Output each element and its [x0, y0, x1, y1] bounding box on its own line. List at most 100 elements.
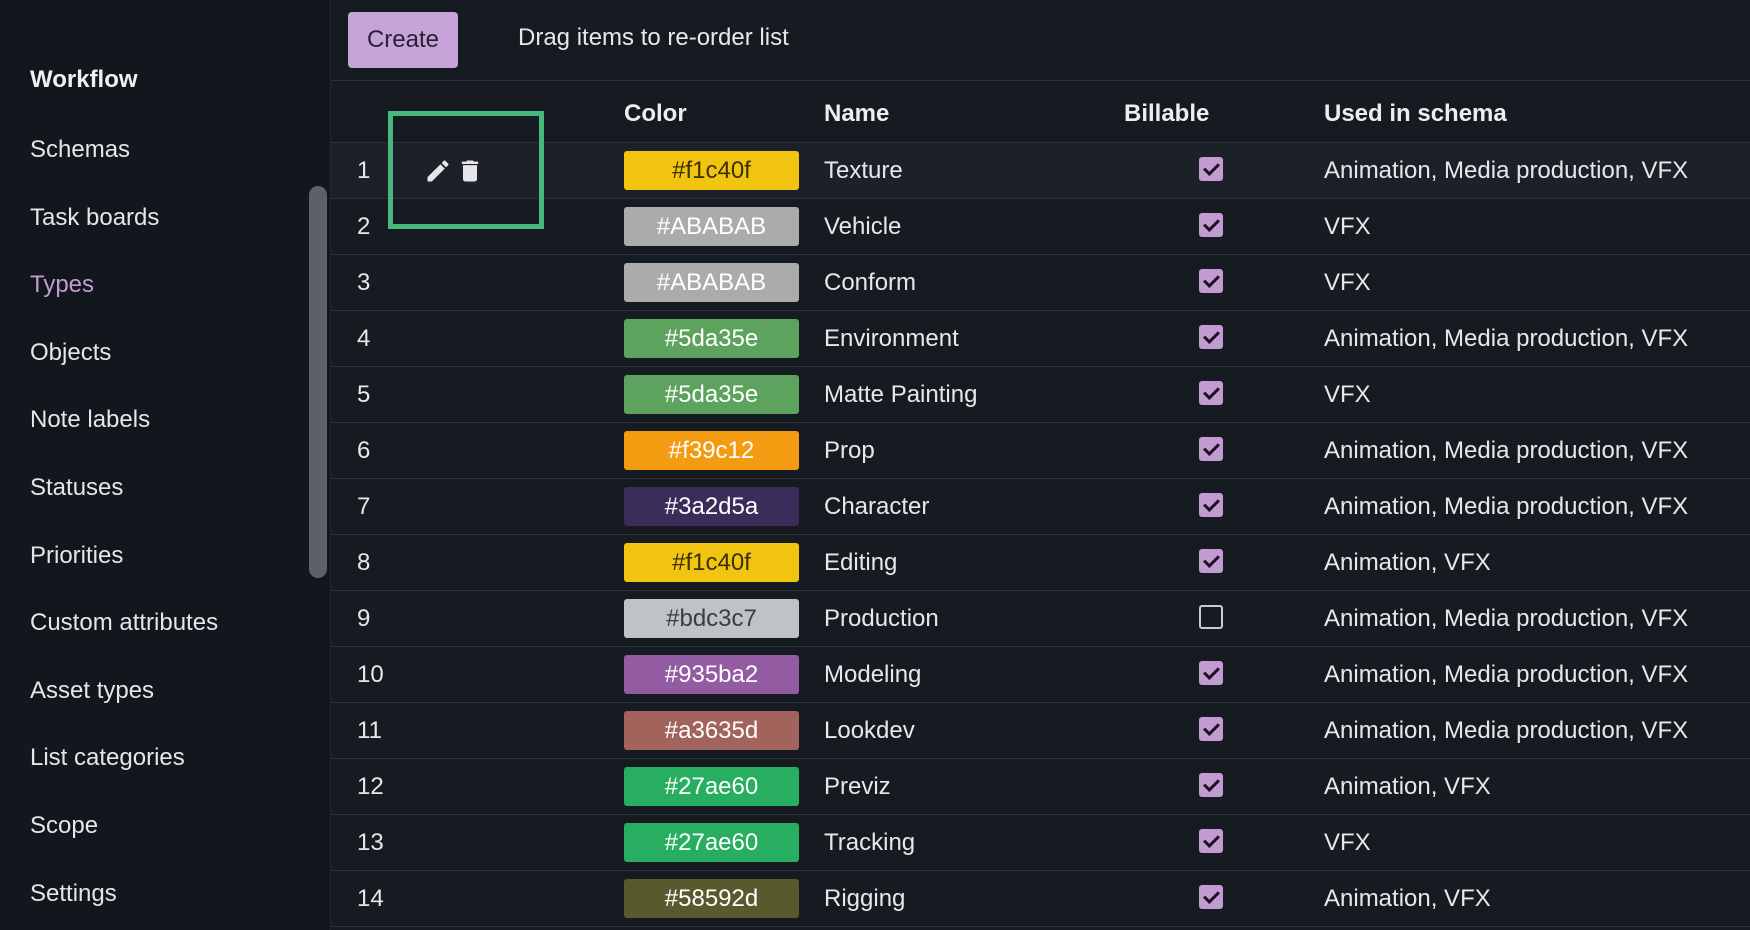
sidebar-item-statuses[interactable]: Statuses: [30, 473, 124, 501]
table-row[interactable]: 5 #5da35e Matte Painting VFX: [331, 367, 1750, 423]
used-in-schema: Animation, VFX: [1324, 885, 1491, 912]
table-row[interactable]: 6 #f39c12 Prop Animation, Media production,…: [331, 423, 1750, 479]
table-row[interactable]: 1 #f1c40f Texture Animation, Media producti…: [331, 143, 1750, 199]
billable-checkbox[interactable]: [1199, 157, 1223, 181]
table-row[interactable]: 10 #935ba2 Modeling Animation, Media produc…: [331, 647, 1750, 703]
used-in-schema: Animation, Media production, VFX: [1324, 605, 1689, 632]
type-name: Previz: [824, 773, 891, 800]
row-index: 11: [357, 717, 382, 744]
reorder-hint: Drag items to re-order list: [518, 24, 789, 51]
table-row[interactable]: 7 #3a2d5a Character Animation, Media produc…: [331, 479, 1750, 535]
header-used-in-schema: Used in schema: [1324, 100, 1507, 127]
used-in-schema: Animation, VFX: [1324, 549, 1491, 576]
type-name: Texture: [824, 157, 903, 184]
row-actions: [424, 157, 504, 185]
billable-checkbox[interactable]: [1199, 717, 1223, 741]
sidebar-item-schemas[interactable]: Schemas: [30, 136, 131, 163]
billable-checkbox[interactable]: [1199, 213, 1223, 237]
billable-checkbox[interactable]: [1199, 269, 1223, 293]
sidebar-scrollbar[interactable]: [309, 186, 327, 578]
table-row[interactable]: 8 #f1c40f Editing Animation, VFX: [331, 535, 1750, 591]
used-in-schema: Animation, Media production, VFX: [1324, 493, 1689, 520]
sidebar-item-custom-attributes[interactable]: Custom attributes: [30, 609, 219, 637]
used-in-schema: Animation, Media production, VFX: [1324, 157, 1689, 184]
type-name: Production: [824, 605, 939, 632]
billable-checkbox[interactable]: [1199, 437, 1223, 461]
sidebar-item-list-categories[interactable]: List categories: [30, 744, 185, 772]
billable-checkbox[interactable]: [1199, 829, 1223, 853]
color-swatch: #f1c40f: [624, 543, 799, 582]
row-index: 13: [357, 829, 384, 856]
used-in-schema: VFX: [1324, 213, 1371, 240]
edit-icon[interactable]: [424, 157, 452, 185]
table-row[interactable]: 14 #58592d Rigging Animation, VFX: [331, 871, 1750, 927]
sidebar-item-types[interactable]: Types: [30, 271, 95, 299]
color-swatch: #5da35e: [624, 375, 799, 414]
sidebar: Workflow Schemas Task boards Types Objects N…: [0, 0, 331, 930]
billable-checkbox[interactable]: [1199, 773, 1223, 797]
types-table-body: 1 #f1c40f Texture Animation, Media producti…: [331, 143, 1750, 927]
sidebar-item-settings[interactable]: Settings: [30, 879, 117, 907]
row-index: 12: [357, 773, 384, 800]
color-swatch: #a3635d: [624, 711, 799, 750]
row-index: 9: [357, 605, 371, 632]
table-row[interactable]: 12 #27ae60 Previz Animation, VFX: [331, 759, 1750, 815]
sidebar-item-asset-types[interactable]: Asset types: [30, 676, 155, 704]
color-swatch: #f39c12: [624, 431, 799, 470]
create-button[interactable]: Create: [348, 12, 458, 68]
type-name: Lookdev: [824, 717, 915, 744]
row-index: 10: [357, 661, 384, 688]
delete-icon[interactable]: [456, 157, 484, 185]
row-index: 2: [357, 213, 371, 240]
table-row[interactable]: 13 #27ae60 Tracking VFX: [331, 815, 1750, 871]
type-name: Character: [824, 493, 930, 520]
type-name: Modeling: [824, 661, 922, 688]
row-index: 4: [357, 325, 371, 352]
billable-checkbox[interactable]: [1199, 549, 1223, 573]
billable-checkbox[interactable]: [1199, 493, 1223, 517]
table-row[interactable]: 11 #a3635d Lookdev Animation, Media product…: [331, 703, 1750, 759]
sidebar-item-priorities[interactable]: Priorities: [30, 541, 124, 569]
row-index: 14: [357, 885, 384, 912]
table-row[interactable]: 2 #ABABAB Vehicle VFX: [331, 199, 1750, 255]
used-in-schema: VFX: [1324, 269, 1371, 296]
type-name: Prop: [824, 437, 875, 464]
billable-checkbox[interactable]: [1199, 381, 1223, 405]
table-row[interactable]: 9 #bdc3c7 Production Animation, Media produ…: [331, 591, 1750, 647]
billable-checkbox[interactable]: [1199, 605, 1223, 629]
billable-checkbox[interactable]: [1199, 661, 1223, 685]
sidebar-item-task-boards[interactable]: Task boards: [30, 203, 160, 231]
type-name: Tracking: [824, 829, 916, 856]
sidebar-item-objects[interactable]: Objects: [30, 338, 112, 366]
table-row[interactable]: 3 #ABABAB Conform VFX: [331, 255, 1750, 311]
row-index: 1: [357, 157, 371, 184]
type-name: Vehicle: [824, 213, 902, 240]
table-row[interactable]: 4 #5da35e Environment Animation, Media prod…: [331, 311, 1750, 367]
header-billable: Billable: [1124, 100, 1210, 127]
color-swatch: #f1c40f: [624, 151, 799, 190]
row-index: 5: [357, 381, 371, 408]
color-swatch: #ABABAB: [624, 207, 799, 246]
table-header: Color Name Billable Used in schema: [331, 82, 1750, 143]
used-in-schema: VFX: [1324, 829, 1371, 856]
type-name: Matte Painting: [824, 381, 978, 408]
used-in-schema: Animation, Media production, VFX: [1324, 717, 1689, 744]
header-name: Name: [824, 100, 890, 127]
color-swatch: #58592d: [624, 879, 799, 918]
color-swatch: #27ae60: [624, 767, 799, 806]
header-color: Color: [624, 100, 687, 127]
type-name: Rigging: [824, 885, 906, 912]
used-in-schema: Animation, VFX: [1324, 773, 1491, 800]
billable-checkbox[interactable]: [1199, 325, 1223, 349]
sidebar-item-scope[interactable]: Scope: [30, 811, 99, 839]
sidebar-item-note-labels[interactable]: Note labels: [30, 406, 151, 434]
color-swatch: #ABABAB: [624, 263, 799, 302]
row-index: 7: [357, 493, 371, 520]
row-index: 3: [357, 269, 371, 296]
main-panel: Create Drag items to re-order list Color…: [331, 0, 1750, 930]
type-name: Conform: [824, 269, 917, 296]
type-name: Editing: [824, 549, 898, 576]
used-in-schema: Animation, Media production, VFX: [1324, 437, 1689, 464]
billable-checkbox[interactable]: [1199, 885, 1223, 909]
